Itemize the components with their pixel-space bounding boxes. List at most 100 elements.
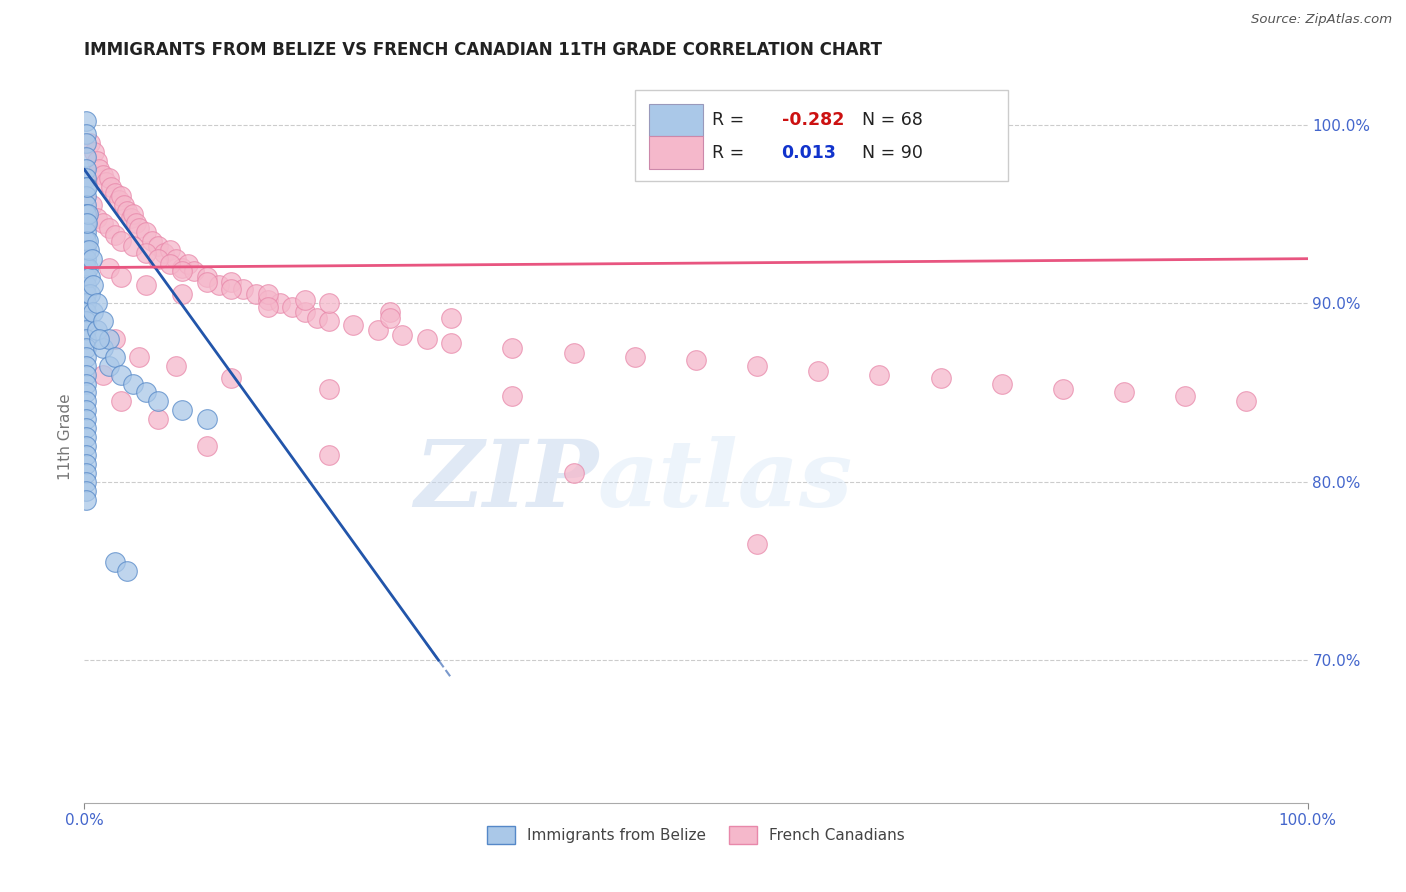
Point <box>75 171 97 186</box>
Point <box>869 368 891 382</box>
Point <box>75 323 97 337</box>
Point <box>122 207 145 221</box>
Point <box>104 186 127 200</box>
Point <box>86 153 108 168</box>
Point <box>75 243 97 257</box>
Text: -0.282: -0.282 <box>782 111 844 128</box>
Point <box>269 296 291 310</box>
Point <box>97 359 120 373</box>
Point <box>122 376 145 391</box>
Point <box>75 162 97 177</box>
Point <box>562 466 585 480</box>
Point <box>104 555 127 569</box>
Point <box>195 269 218 284</box>
Point <box>342 318 364 332</box>
Point <box>991 376 1014 391</box>
Point <box>75 189 97 203</box>
Point <box>146 239 169 253</box>
Point <box>96 175 118 189</box>
Point <box>219 282 242 296</box>
Point <box>76 180 98 194</box>
Point <box>75 376 97 391</box>
Point <box>367 323 389 337</box>
Point <box>141 234 163 248</box>
Point <box>75 314 97 328</box>
Point <box>110 189 132 203</box>
Text: N = 68: N = 68 <box>851 111 924 128</box>
Point <box>75 296 97 310</box>
Point <box>318 382 340 396</box>
Point <box>104 228 127 243</box>
Point <box>128 221 150 235</box>
Point <box>75 483 97 498</box>
Point <box>135 385 157 400</box>
Text: 0.013: 0.013 <box>782 144 837 161</box>
Point <box>75 439 97 453</box>
Point <box>747 359 769 373</box>
Point <box>110 368 132 382</box>
Point <box>75 466 97 480</box>
Point <box>257 287 280 301</box>
Point <box>219 275 242 289</box>
Point <box>75 394 97 409</box>
Point <box>128 350 150 364</box>
Point <box>91 341 114 355</box>
Text: IMMIGRANTS FROM BELIZE VS FRENCH CANADIAN 11TH GRADE CORRELATION CHART: IMMIGRANTS FROM BELIZE VS FRENCH CANADIA… <box>84 41 883 59</box>
Point <box>107 193 129 207</box>
Point <box>125 216 148 230</box>
Point <box>416 332 439 346</box>
Point <box>318 314 340 328</box>
Point <box>75 216 97 230</box>
Point <box>807 364 830 378</box>
Point <box>75 475 97 489</box>
Point <box>183 264 205 278</box>
FancyBboxPatch shape <box>650 103 703 136</box>
Point <box>110 269 132 284</box>
Point <box>110 234 132 248</box>
Point <box>104 332 127 346</box>
Point <box>77 260 100 275</box>
Point <box>82 278 104 293</box>
Point <box>75 234 97 248</box>
Point <box>219 371 242 385</box>
Point <box>100 180 122 194</box>
Text: R =: R = <box>711 144 749 161</box>
Point <box>75 269 97 284</box>
Point <box>1114 385 1136 400</box>
Point <box>75 332 97 346</box>
Point <box>76 216 98 230</box>
Point <box>91 168 114 182</box>
Point <box>294 305 316 319</box>
Point <box>120 211 142 225</box>
Point <box>562 346 585 360</box>
Point <box>177 257 200 271</box>
Point <box>75 150 97 164</box>
Point <box>83 145 105 159</box>
Point <box>172 264 194 278</box>
Point <box>75 457 97 471</box>
Point <box>79 287 101 301</box>
Point <box>87 162 110 177</box>
Text: ZIP: ZIP <box>413 436 598 526</box>
Point <box>75 341 97 355</box>
Point <box>502 389 524 403</box>
Point <box>75 278 97 293</box>
Point <box>245 287 267 301</box>
Point <box>75 180 97 194</box>
Point <box>172 287 194 301</box>
Point <box>75 430 97 444</box>
Text: R =: R = <box>711 111 749 128</box>
Point <box>75 225 97 239</box>
Point <box>75 198 97 212</box>
Point <box>1052 382 1074 396</box>
Point <box>1236 394 1258 409</box>
Point <box>929 371 952 385</box>
Point <box>146 394 169 409</box>
Point <box>86 211 108 225</box>
Point <box>75 136 97 150</box>
Point <box>195 275 218 289</box>
Point <box>159 257 181 271</box>
Text: N = 90: N = 90 <box>851 144 924 161</box>
Point <box>146 252 169 266</box>
Point <box>75 385 97 400</box>
